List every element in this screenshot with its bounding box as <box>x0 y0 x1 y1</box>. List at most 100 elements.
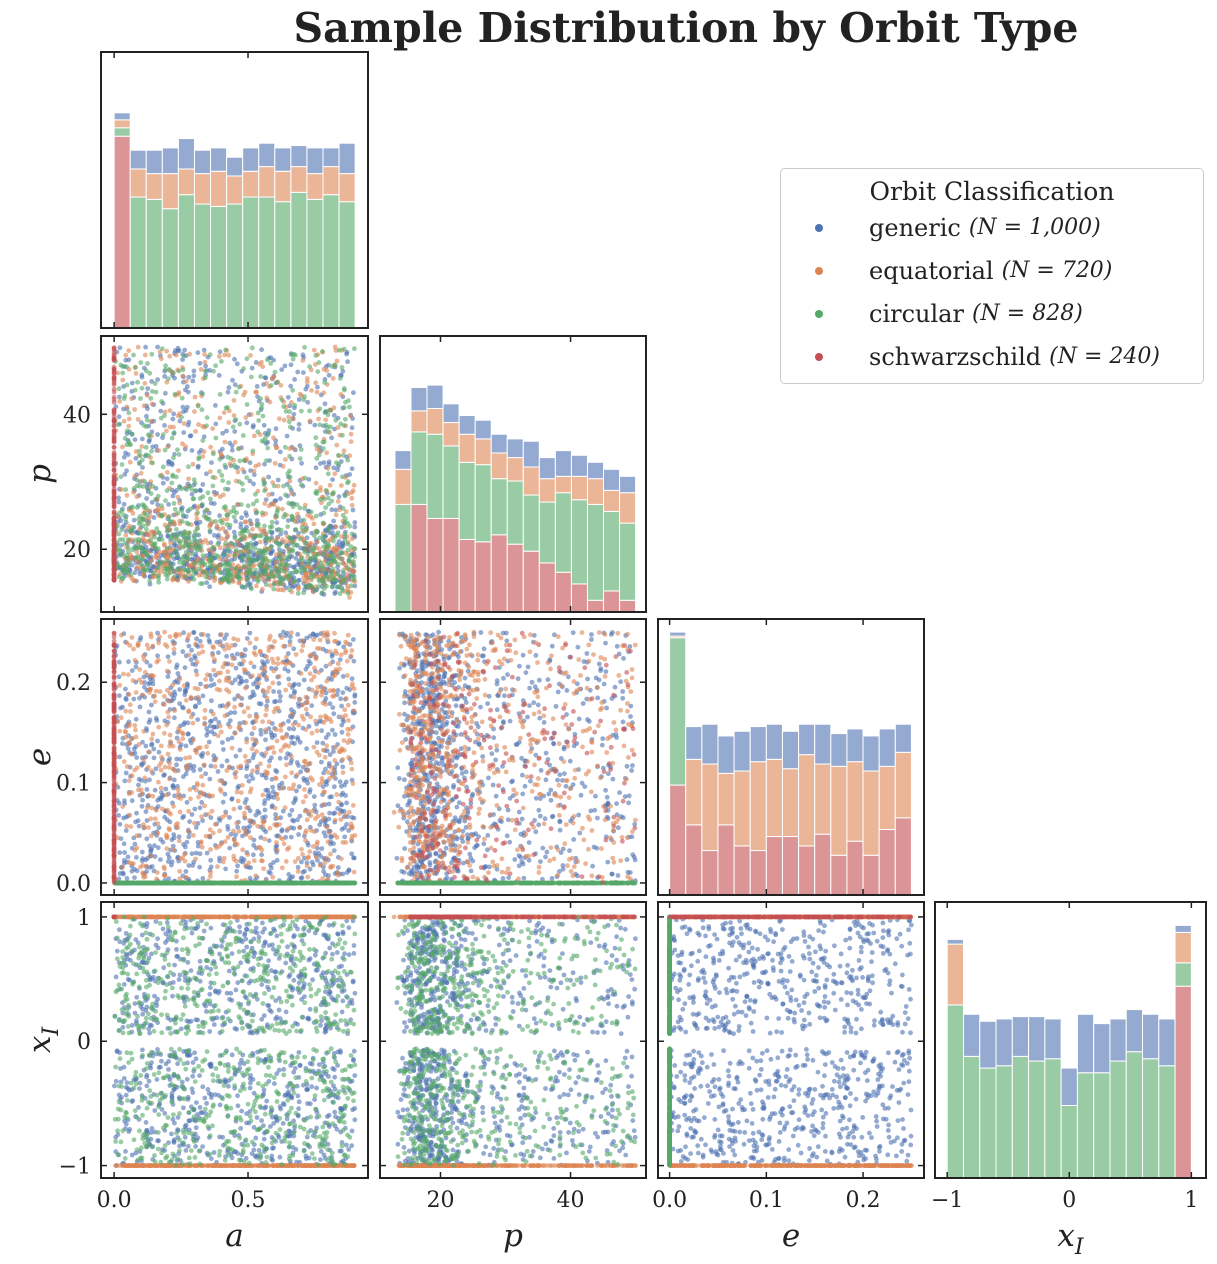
scatter-point-equatorial <box>168 739 173 744</box>
scatter-point-equatorial <box>142 669 148 675</box>
scatter-point-circular <box>202 368 208 374</box>
scatter-point-generic <box>296 682 302 687</box>
scatter-point-equatorial <box>313 694 318 699</box>
hist-bar-schwarzschild <box>490 534 508 613</box>
scatter-point-equatorial <box>178 856 183 862</box>
scatter-point-equatorial <box>307 849 313 854</box>
scatter-point-equatorial <box>161 873 167 878</box>
scatter-point-equatorial <box>309 652 314 657</box>
scatter-point-generic <box>234 361 240 367</box>
scatter-point-generic <box>331 784 337 790</box>
scatter-point-equatorial <box>280 463 286 469</box>
hist-bar-schwarzschild <box>113 135 131 329</box>
scatter-point-circular <box>332 362 338 368</box>
scatter-point-generic <box>256 701 262 706</box>
scatter-point-equatorial <box>134 494 140 500</box>
scatter-point-generic <box>188 433 194 439</box>
scatter-point-equatorial <box>148 479 154 485</box>
scatter-point-equatorial <box>267 825 273 831</box>
scatter-point-equatorial <box>126 778 132 783</box>
scatter-point-equatorial <box>278 722 284 728</box>
scatter-point-circular <box>140 502 146 508</box>
scatter-point-circular <box>169 435 175 441</box>
scatter-point-circular <box>210 483 216 489</box>
scatter-point-equatorial <box>275 656 281 662</box>
scatter-point-circular <box>246 557 252 563</box>
scatter-point-equatorial <box>119 487 124 492</box>
scatter-point-circular <box>341 405 347 410</box>
scatter-point-equatorial <box>322 860 328 866</box>
scatter-point-equatorial <box>314 749 320 755</box>
scatter-point-circular <box>182 529 188 534</box>
scatter-point-equatorial <box>171 424 176 430</box>
scatter-point-equatorial <box>128 824 134 829</box>
scatter-point-circular <box>196 543 202 548</box>
scatter-point-generic <box>208 719 213 724</box>
scatter-point-equatorial <box>325 876 331 882</box>
scatter-point-equatorial <box>348 760 354 766</box>
scatter-point-equatorial <box>313 480 319 486</box>
scatter-point-generic <box>244 420 250 426</box>
scatter-point-equatorial <box>304 376 310 381</box>
scatter-point-generic <box>223 866 229 872</box>
scatter-point-circular <box>329 584 335 589</box>
hist-bar-generic <box>210 147 228 172</box>
scatter-point-circular <box>316 360 322 365</box>
scatter-point-equatorial <box>320 630 326 636</box>
scatter-point-equatorial <box>280 537 285 543</box>
scatter-point-generic <box>149 864 155 869</box>
scatter-point-equatorial <box>134 765 140 771</box>
scatter-point-generic <box>331 465 337 471</box>
scatter-point-equatorial <box>254 740 259 745</box>
scatter-point-generic <box>184 800 190 805</box>
scatter-point-generic <box>288 875 294 880</box>
scatter-point-circular <box>317 497 323 502</box>
scatter-point-circular <box>297 505 303 511</box>
scatter-point-equatorial <box>162 764 168 770</box>
scatter-point-equatorial <box>349 684 355 689</box>
scatter-point-circular <box>273 539 279 545</box>
hist-bar-equatorial <box>538 478 556 503</box>
scatter-point-circular <box>164 488 170 494</box>
scatter-point-circular <box>267 559 273 564</box>
scatter-point-generic <box>278 496 283 502</box>
scatter-point-equatorial <box>149 736 155 742</box>
scatter-point-circular <box>274 566 279 571</box>
scatter-point-equatorial <box>162 866 167 872</box>
scatter-point-equatorial <box>204 672 210 678</box>
scatter-point-equatorial <box>199 790 205 796</box>
scatter-point-circular <box>175 510 181 516</box>
scatter-point-circular <box>325 471 331 477</box>
scatter-point-generic <box>329 653 335 659</box>
scatter-point-generic <box>247 478 253 484</box>
scatter-point-circular <box>142 511 148 516</box>
scatter-point-equatorial <box>127 812 133 818</box>
scatter-point-generic <box>207 723 213 729</box>
scatter-point-circular <box>297 536 303 542</box>
scatter-point-generic <box>234 651 240 657</box>
hist-bar-generic <box>490 433 508 454</box>
scatter-point-equatorial <box>269 656 275 662</box>
scatter-point-generic <box>208 857 214 863</box>
scatter-point-generic <box>186 374 192 380</box>
scatter-point-equatorial <box>180 373 186 379</box>
scatter-point-circular <box>337 376 343 381</box>
scatter-point-equatorial <box>339 483 344 488</box>
scatter-point-circular <box>237 458 243 464</box>
hist-bar-circular <box>338 201 356 329</box>
scatter-point-generic <box>147 843 153 849</box>
scatter-point-equatorial <box>263 750 269 756</box>
scatter-point-generic <box>189 491 195 497</box>
scatter-point-generic <box>160 480 166 486</box>
scatter-point-equatorial <box>240 847 246 853</box>
scatter-point-equatorial <box>274 791 280 797</box>
scatter-point-generic <box>351 855 356 861</box>
scatter-point-generic <box>331 749 336 754</box>
scatter-point-generic <box>291 726 297 732</box>
scatter-point-equatorial <box>222 646 228 652</box>
scatter-point-generic <box>121 871 126 877</box>
scatter-point-equatorial <box>318 714 323 720</box>
scatter-point-circular <box>339 550 344 556</box>
scatter-point-circular <box>211 368 216 374</box>
scatter-point-equatorial <box>270 501 276 506</box>
